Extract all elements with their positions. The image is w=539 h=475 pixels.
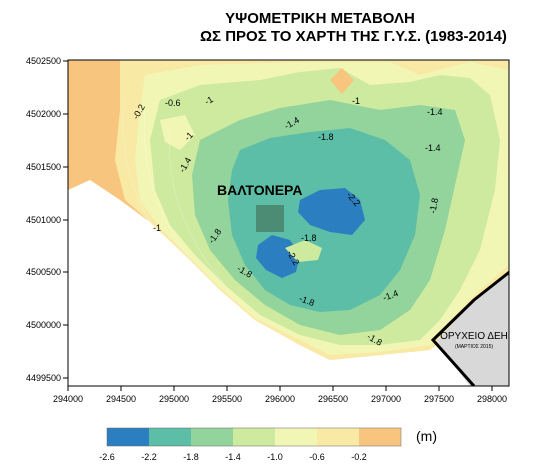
contour-label: -1.8 xyxy=(318,132,334,142)
map-frame xyxy=(67,59,510,387)
village-marker xyxy=(256,205,284,232)
y-tick-label: 4500000 xyxy=(26,320,61,330)
x-tick-label: 296000 xyxy=(265,394,295,404)
contour-label: -1.4 xyxy=(425,143,441,153)
x-tick-label: 295000 xyxy=(159,394,189,404)
contour-label: -1.8 xyxy=(428,197,441,214)
zone-minus-2.6-b xyxy=(256,235,300,278)
legend-swatch xyxy=(359,428,401,446)
title-line-2: ΩΣ ΠΡΟΣ ΤΟ ΧΑΡΤΗ ΤΗΣ Γ.Υ.Σ. (1983-2014) xyxy=(200,28,507,45)
x-tick-label: 298000 xyxy=(477,394,507,404)
contour-lines xyxy=(122,99,226,286)
contour-label: -1.8 xyxy=(301,233,317,243)
axis-ticks xyxy=(63,60,493,391)
legend-label: -1.4 xyxy=(225,452,241,462)
title-line-1: ΥΨΟΜΕΤΡΙΚΗ ΜΕΤΑΒΟΛΗ xyxy=(225,10,415,27)
legend-label: -1.8 xyxy=(183,452,199,462)
contour-label: -1 xyxy=(352,96,360,106)
contour-label: -0.6 xyxy=(165,98,181,108)
map-title: ΥΨΟΜΕΤΡΙΚΗ ΜΕΤΑΒΟΛΗ ΩΣ ΠΡΟΣ ΤΟ ΧΑΡΤΗ ΤΗΣ… xyxy=(200,10,507,46)
x-tick-label: 295500 xyxy=(212,394,242,404)
y-tick-label: 4500500 xyxy=(26,267,61,277)
legend-label: -0.2 xyxy=(351,452,367,462)
x-axis-labels: 294000 294500 295000 295500 296000 29650… xyxy=(53,394,507,404)
patch-light-1 xyxy=(285,240,322,262)
mine-label: ΟΡΥΧΕΙΟ ΔΕΗ xyxy=(440,331,508,342)
village-label: ΒΑΛΤΟΝΕΡΑ xyxy=(217,182,302,198)
legend-break-labels: -2.6 -2.2 -1.8 -1.4 -1.0 -0.6 -0.2 xyxy=(99,452,367,462)
y-tick-label: 4499500 xyxy=(26,373,61,383)
mine-area xyxy=(436,272,509,386)
x-tick-label: 296500 xyxy=(318,394,348,404)
legend-swatch xyxy=(107,428,149,446)
x-tick-label: 294000 xyxy=(53,394,83,404)
y-tick-label: 4502500 xyxy=(26,56,61,66)
legend-swatch xyxy=(275,428,317,446)
x-tick-label: 297500 xyxy=(424,394,454,404)
y-axis-labels: 4502500 4502000 4501500 4501000 4500500 … xyxy=(26,56,61,383)
y-tick-label: 4501500 xyxy=(26,162,61,172)
x-tick-label: 297000 xyxy=(371,394,401,404)
contour-label: -1.4 xyxy=(427,107,443,117)
zone-minus-2.6-a xyxy=(298,188,365,235)
contour-label: -1 xyxy=(153,223,161,233)
legend-label: -0.6 xyxy=(309,452,325,462)
map-fill-layers xyxy=(68,60,509,386)
legend-swatch xyxy=(191,428,233,446)
legend-label: -2.2 xyxy=(141,452,157,462)
legend-colorbar xyxy=(106,427,402,447)
contour-label: -1 xyxy=(203,94,215,107)
legend-unit-label: (m) xyxy=(416,428,437,444)
legend-swatch xyxy=(317,428,359,446)
contour-label: -1.4 xyxy=(381,288,399,303)
legend-swatch xyxy=(233,428,275,446)
mine-note: (ΜΑΡΤΙΟΣ 2015) xyxy=(455,344,493,350)
x-tick-label: 294500 xyxy=(106,394,136,404)
legend-label: -1.0 xyxy=(267,452,283,462)
legend-swatch xyxy=(149,428,191,446)
legend-label: -2.6 xyxy=(99,452,115,462)
patch-light-2 xyxy=(160,115,195,150)
zone-minus-0.2-spot xyxy=(330,68,354,94)
mine-boundary xyxy=(430,270,509,386)
contour-label: -1.8 xyxy=(298,293,316,308)
y-tick-label: 4501000 xyxy=(26,215,61,225)
y-tick-label: 4502000 xyxy=(26,109,61,119)
